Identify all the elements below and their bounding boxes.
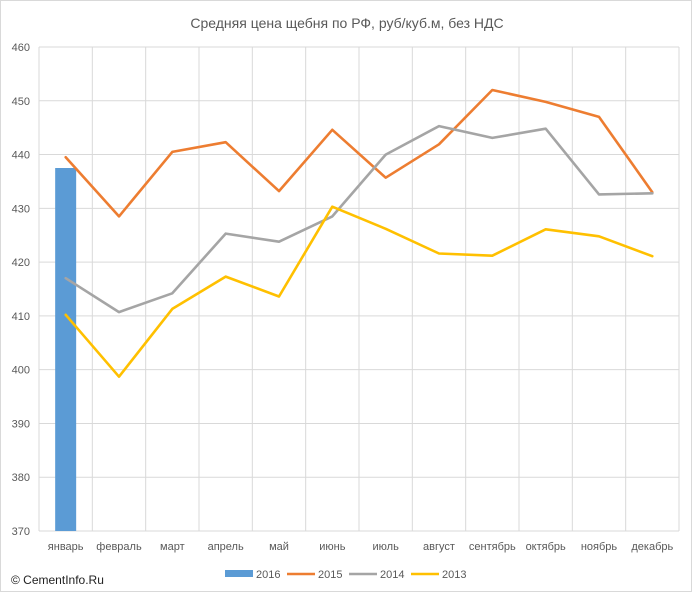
- line-2015: [64, 88, 654, 218]
- y-tick-label: 400: [12, 365, 30, 377]
- x-tick-label: февраль: [96, 541, 142, 553]
- legend-label-2015: 2015: [318, 569, 342, 581]
- y-tick-label: 370: [12, 526, 30, 538]
- bar-series: [55, 168, 77, 531]
- y-tick-label: 450: [12, 96, 30, 108]
- y-tick-label: 430: [12, 203, 30, 215]
- x-tick-label: май: [269, 541, 289, 553]
- copyright-text: © CementInfo.Ru: [11, 573, 104, 587]
- x-tick-label: август: [423, 541, 455, 553]
- y-tick-label: 410: [12, 311, 30, 323]
- legend-label-2013: 2013: [442, 569, 466, 581]
- legend: 2016 2015 2014 2013: [225, 569, 466, 581]
- line-series: [64, 88, 654, 379]
- x-tick-label: ноябрь: [581, 541, 618, 553]
- legend-label-2014: 2014: [380, 569, 404, 581]
- axes: 370 380 390 400 410 420 430 440 450 460 январь февр…: [12, 42, 674, 553]
- y-tick-label: 420: [12, 257, 30, 269]
- bar-2016: [55, 168, 77, 531]
- x-tick-label: июнь: [319, 541, 345, 553]
- x-tick-label: декабрь: [631, 541, 673, 553]
- legend-label-2016: 2016: [256, 569, 280, 581]
- y-tick-label: 440: [12, 150, 30, 162]
- line-2014: [64, 124, 654, 314]
- line-2013: [64, 205, 654, 379]
- grid-lines: [38, 46, 680, 532]
- x-tick-label: сентябрь: [469, 541, 516, 553]
- x-tick-label: октябрь: [526, 541, 566, 553]
- x-tick-label: март: [160, 541, 185, 553]
- legend-swatch-2016: [225, 570, 253, 577]
- x-tick-label: апрель: [208, 541, 244, 553]
- y-tick-label: 390: [12, 418, 30, 430]
- chart-title: Средняя цена щебня по РФ, руб/куб.м, без…: [190, 15, 503, 31]
- x-tick-label: январь: [48, 541, 84, 553]
- x-tick-label: июль: [373, 541, 400, 553]
- y-tick-label: 380: [12, 472, 30, 484]
- y-tick-label: 460: [12, 42, 30, 54]
